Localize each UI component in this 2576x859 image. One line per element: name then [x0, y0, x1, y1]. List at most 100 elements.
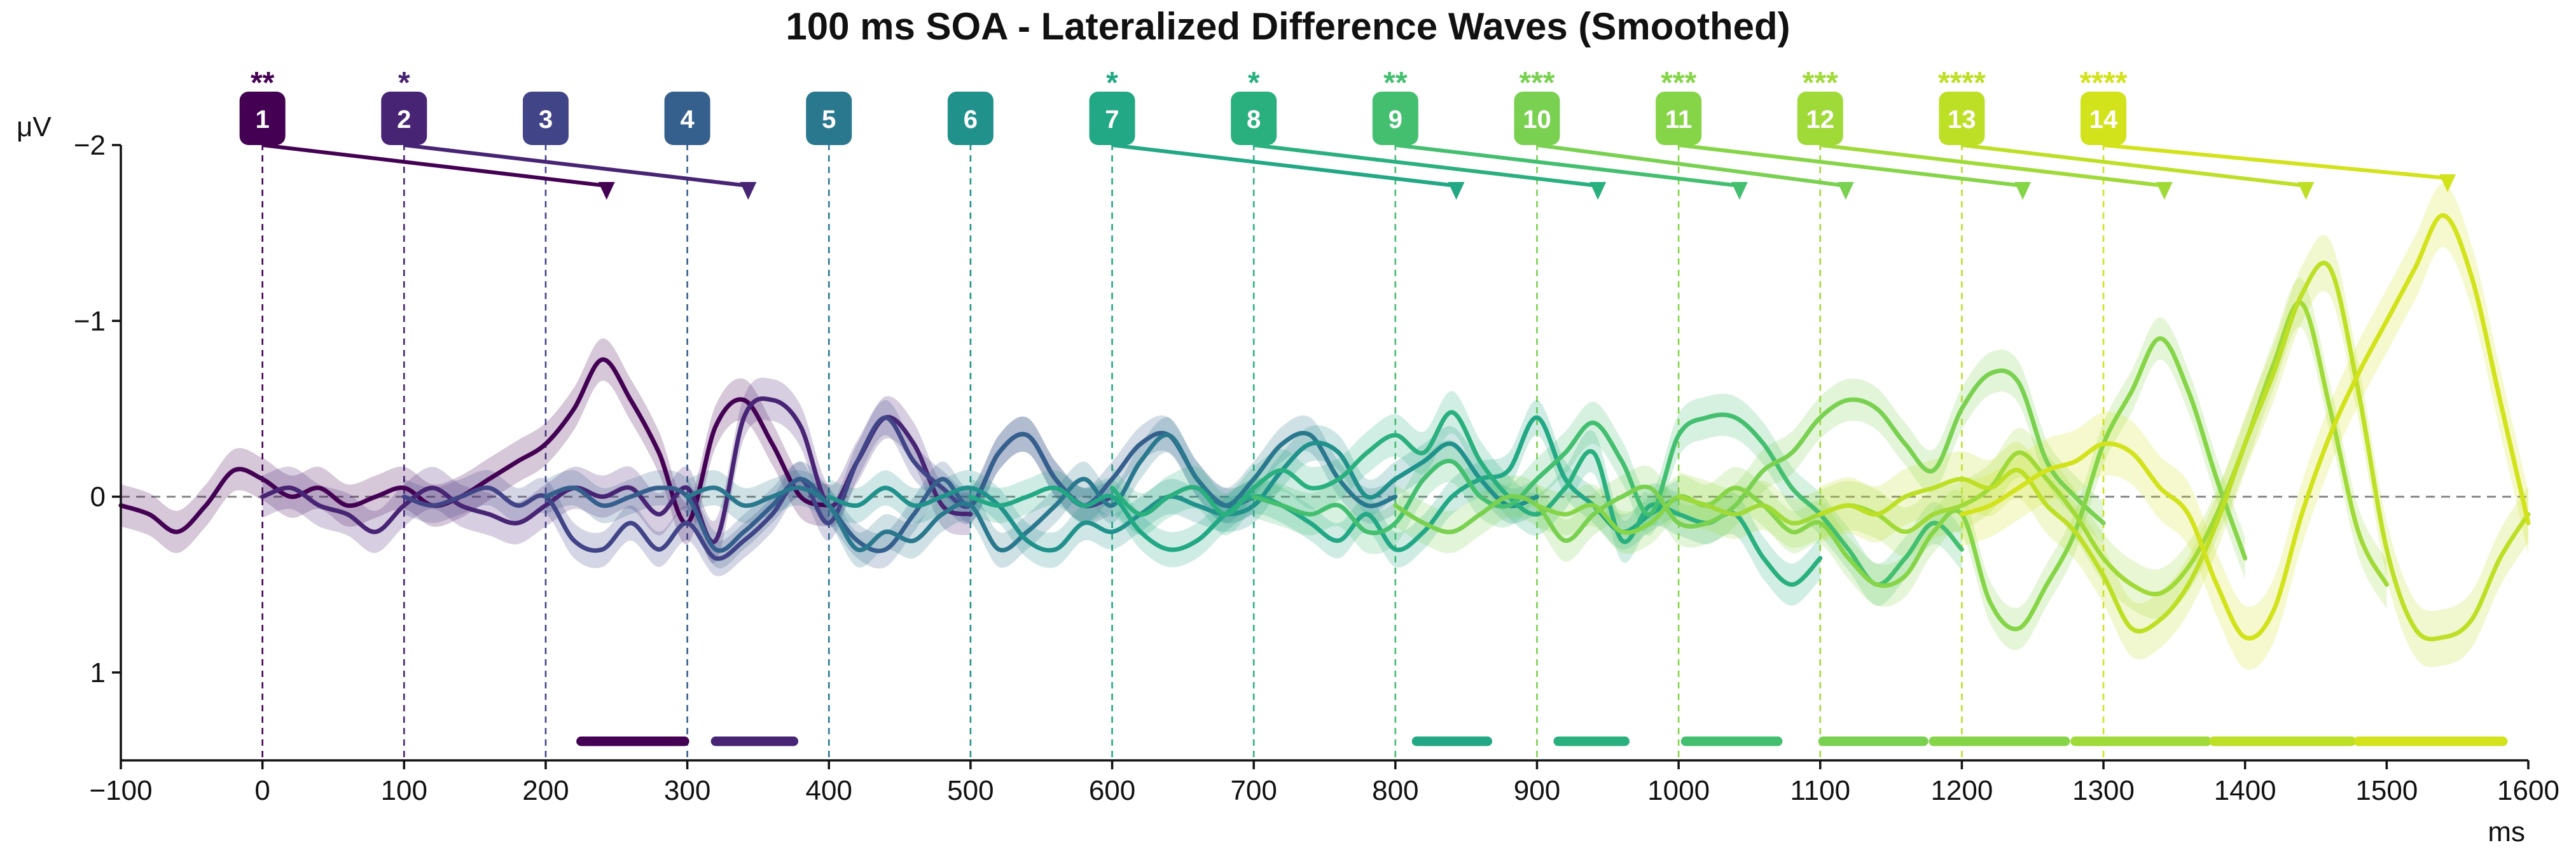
series-line-1: [118, 357, 831, 534]
stimulus-marker-label: 10: [1523, 106, 1551, 134]
series-line-11: [1535, 336, 2248, 632]
significance-stars: *: [1248, 66, 1260, 100]
stimulus-marker-label: 2: [397, 106, 411, 134]
stimulus-marker-label: 4: [680, 106, 695, 134]
series-line-4: [543, 431, 1256, 554]
peak-arrow-line-7: [1112, 143, 1457, 188]
series-line-7: [968, 415, 1681, 552]
stimulus-marker-11: [1656, 92, 1702, 145]
x-tick-label: 400: [806, 775, 852, 806]
peak-arrow-head-12: [2156, 182, 2173, 200]
x-tick-label: 1100: [1790, 775, 1850, 806]
series-line-14: [1959, 213, 2531, 641]
peak-arrow-line-14: [2103, 143, 2448, 180]
peak-arrow-line-10: [1537, 143, 1846, 188]
stimulus-marker-13: [1939, 92, 1985, 145]
significance-stars: ****: [1938, 66, 1986, 100]
stimulus-marker-label: 12: [1806, 106, 1835, 134]
y-tick-label: 1: [90, 657, 106, 688]
series-band-11: [1537, 317, 2245, 650]
stimulus-marker-3: [522, 92, 569, 145]
significance-stars: **: [1383, 66, 1408, 100]
series-band-3: [404, 400, 1112, 576]
y-tick-label: 0: [90, 482, 106, 513]
significance-stars: ****: [2080, 66, 2128, 100]
y-tick-label: −1: [74, 305, 106, 337]
series-band-10: [1395, 349, 2104, 562]
stimulus-marker-14: [2081, 92, 2127, 145]
series-band-5: [687, 415, 1395, 568]
x-tick-label: 1000: [1647, 775, 1710, 806]
significance-stars: *: [1106, 66, 1118, 100]
series-line-10: [1393, 368, 2106, 543]
peak-arrow-head-1: [598, 182, 615, 200]
peak-arrow-line-9: [1395, 143, 1740, 188]
peak-arrow-head-7: [1448, 182, 1465, 200]
stimulus-marker-label: 13: [1948, 106, 1976, 134]
stimulus-marker-4: [664, 92, 710, 145]
y-axis-unit: μV: [17, 111, 52, 143]
peak-arrow-head-14: [2439, 174, 2456, 192]
peak-arrow-line-8: [1253, 143, 1598, 188]
x-tick-label: 1500: [2355, 775, 2418, 806]
x-tick-label: 500: [947, 775, 994, 806]
peak-arrow-head-10: [1837, 182, 1854, 200]
significance-stars: ***: [1519, 66, 1555, 100]
peak-arrow-head-11: [2014, 182, 2032, 200]
x-tick-label: 900: [1514, 775, 1560, 806]
stimulus-marker-label: 1: [256, 106, 270, 134]
stimulus-marker-label: 6: [964, 106, 978, 134]
stimulus-marker-label: 5: [822, 106, 836, 134]
stimulus-marker-label: 14: [2089, 106, 2118, 134]
x-tick-label: 200: [522, 775, 569, 806]
series-line-6: [826, 440, 1539, 553]
x-tick-label: −100: [89, 775, 152, 806]
x-tick-label: 800: [1372, 775, 1418, 806]
y-tick-label: −2: [74, 130, 106, 161]
stimulus-marker-label: 8: [1247, 106, 1261, 134]
peak-arrow-head-2: [740, 182, 757, 200]
stimulus-marker-9: [1372, 92, 1418, 145]
peak-arrow-head-9: [1731, 182, 1748, 200]
peak-arrow-head-13: [2297, 182, 2315, 200]
significance-stars: ***: [1661, 66, 1696, 100]
x-tick-label: 0: [254, 775, 270, 806]
stimulus-marker-label: 7: [1105, 106, 1119, 134]
series-band-6: [829, 425, 1537, 568]
x-tick-label: 600: [1089, 775, 1135, 806]
x-axis-unit: ms: [2488, 816, 2525, 848]
series-band-1: [121, 338, 829, 554]
stimulus-marker-8: [1231, 92, 1277, 145]
x-tick-label: 1400: [2214, 775, 2276, 806]
x-tick-label: 700: [1230, 775, 1277, 806]
significance-stars: **: [251, 66, 275, 100]
stimulus-marker-1: [239, 92, 286, 145]
stimulus-marker-7: [1089, 92, 1135, 145]
x-tick-label: 100: [381, 775, 427, 806]
series-band-2: [262, 377, 971, 564]
peak-arrow-line-1: [262, 143, 607, 188]
peak-arrow-line-13: [1962, 143, 2306, 188]
stimulus-marker-10: [1514, 92, 1560, 145]
x-tick-label: 1600: [2497, 775, 2559, 806]
stimulus-marker-label: 9: [1388, 106, 1402, 134]
x-tick-label: 1200: [1930, 775, 1993, 806]
stimulus-marker-12: [1797, 92, 1843, 145]
series-line-5: [685, 431, 1398, 553]
x-tick-label: 1300: [2072, 775, 2135, 806]
stimulus-marker-label: 11: [1665, 106, 1692, 134]
x-tick-label: 300: [664, 775, 710, 806]
series-band-14: [1962, 183, 2528, 670]
peak-arrow-head-8: [1589, 182, 1607, 200]
significance-stars: *: [398, 66, 410, 100]
stimulus-marker-label: 3: [539, 106, 553, 134]
series-band-7: [970, 400, 1679, 568]
series-line-9: [1251, 412, 1964, 587]
stimulus-marker-2: [381, 92, 427, 145]
significance-stars: ***: [1803, 66, 1838, 100]
peak-arrow-line-11: [1678, 143, 2023, 188]
stimulus-marker-5: [806, 92, 852, 145]
peak-arrow-line-2: [403, 143, 749, 188]
series-line-13: [1818, 261, 2531, 641]
